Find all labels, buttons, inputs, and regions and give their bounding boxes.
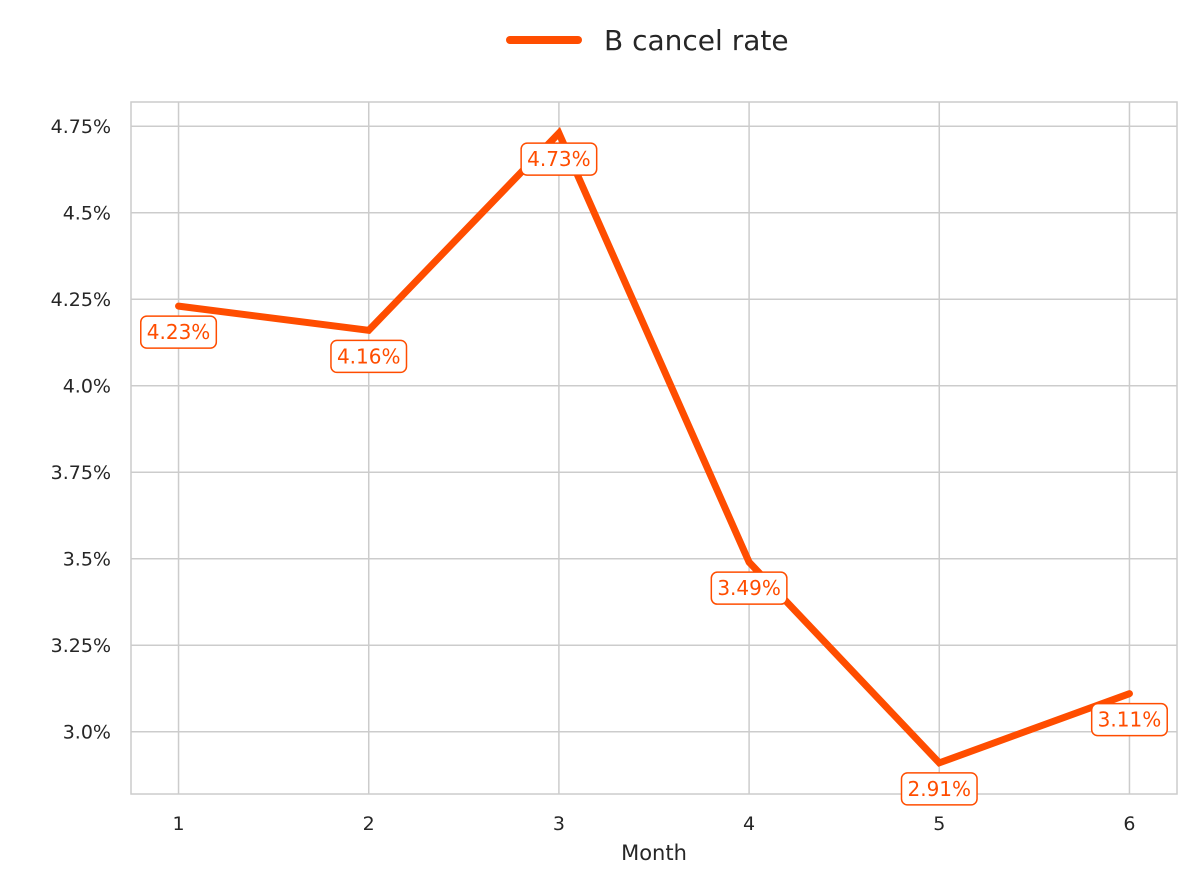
x-tick-label: 2 [363, 813, 375, 835]
data-label-text: 4.16% [337, 344, 401, 368]
data-label: 4.73% [520, 142, 598, 176]
y-axis-ticks: 3.0% 3.25% 3.5% 3.75% 4.0% 4.25% 4.5% 4.75% [51, 116, 111, 744]
data-label-box [710, 571, 788, 605]
series-group [175, 126, 1133, 767]
data-label-box [140, 315, 218, 349]
data-label: 3.49% [710, 571, 788, 605]
data-label-text: 3.49% [717, 576, 781, 600]
y-tick-label: 4.5% [63, 203, 111, 225]
y-tick-label: 3.0% [63, 722, 111, 744]
plot-area-frame [130, 101, 1178, 795]
data-label: 2.91% [900, 772, 978, 806]
data-label-box [900, 772, 978, 806]
data-label-text: 4.73% [527, 147, 591, 171]
data-label-text: 4.23% [147, 320, 211, 344]
y-tick-label: 4.0% [63, 376, 111, 398]
data-label-box [330, 339, 408, 374]
y-tick-label: 3.25% [51, 635, 111, 657]
data-label: 3.11% [1090, 702, 1168, 737]
data-label: 4.16% [330, 339, 408, 374]
data-label-box [1090, 702, 1168, 737]
x-tick-label: 4 [743, 813, 755, 835]
data-label: 4.23% [140, 315, 218, 349]
grid-lines [131, 102, 1177, 794]
x-axis-title: Month [621, 841, 687, 865]
x-tick-label: 1 [172, 813, 184, 835]
x-tick-label: 5 [933, 813, 945, 835]
legend-label-b-cancel-rate: B cancel rate [604, 24, 789, 57]
data-label-text: 2.91% [907, 777, 971, 801]
y-tick-label: 3.5% [63, 549, 111, 571]
x-tick-label: 3 [553, 813, 565, 835]
y-tick-label: 4.75% [51, 116, 111, 138]
y-tick-label: 4.25% [51, 289, 111, 311]
legend[interactable]: B cancel rate [506, 24, 789, 57]
data-label-box [520, 142, 598, 176]
x-tick-label: 6 [1123, 813, 1135, 835]
y-tick-label: 3.75% [51, 462, 111, 484]
series-line-b-cancel-rate [175, 126, 1133, 767]
data-labels: 4.23% 4.16% 4.73% 3.49% 2.91% 3.11% [140, 142, 1168, 806]
x-axis-ticks: 1 2 3 4 5 6 [172, 813, 1135, 835]
data-label-text: 3.11% [1098, 708, 1162, 732]
